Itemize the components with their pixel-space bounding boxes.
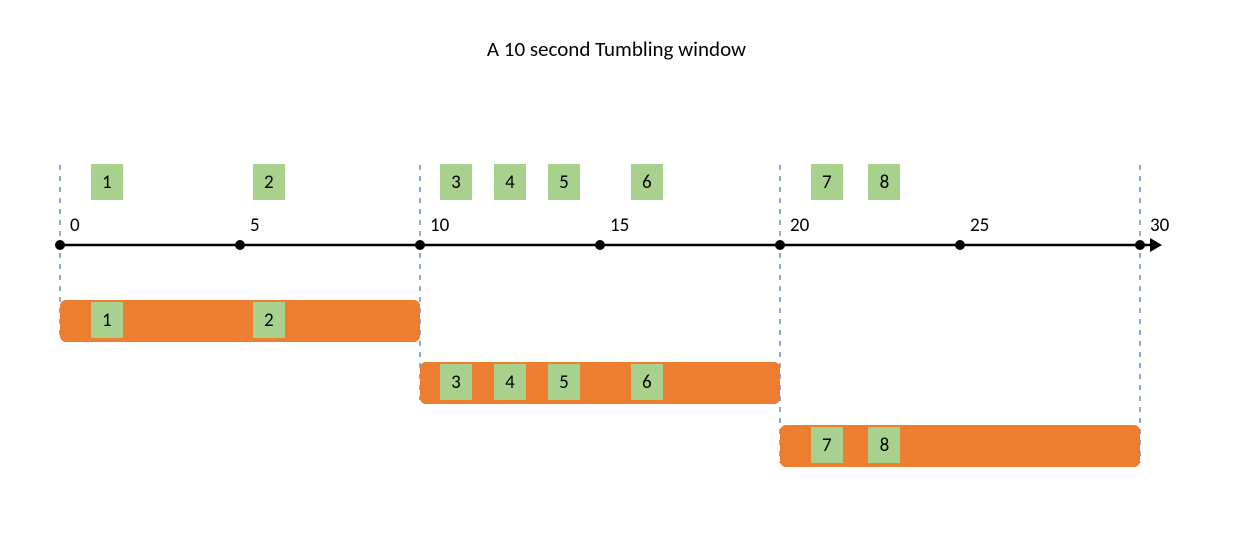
axis-tick-label: 10 — [430, 214, 449, 237]
axis-tick-label: 30 — [1150, 214, 1169, 237]
window-event-marker: 8 — [868, 427, 900, 463]
axis-tick-label: 5 — [250, 214, 260, 237]
timeline-event: 4 — [494, 164, 526, 200]
diagram-stage: A 10 second Tumbling window0510152025301… — [0, 0, 1233, 550]
window-event-marker: 6 — [631, 364, 663, 400]
window-event-marker: 4 — [494, 364, 526, 400]
tumbling-window-bar — [420, 362, 780, 404]
timeline-event: 5 — [548, 164, 580, 200]
timeline-event: 8 — [868, 164, 900, 200]
window-event-marker: 5 — [548, 364, 580, 400]
axis-tick-label: 15 — [610, 214, 629, 237]
timeline-event: 3 — [440, 164, 472, 200]
axis-tick-label: 20 — [790, 214, 809, 237]
html-layer: A 10 second Tumbling window0510152025301… — [0, 0, 1233, 550]
window-event-marker: 1 — [91, 302, 123, 338]
window-event-marker: 2 — [253, 302, 285, 338]
timeline-event: 7 — [811, 164, 843, 200]
axis-tick-label: 0 — [70, 214, 80, 237]
diagram-title: A 10 second Tumbling window — [0, 36, 1233, 62]
timeline-event: 2 — [253, 164, 285, 200]
timeline-event: 1 — [91, 164, 123, 200]
axis-tick-label: 25 — [970, 214, 989, 237]
window-event-marker: 7 — [811, 427, 843, 463]
window-event-marker: 3 — [440, 364, 472, 400]
timeline-event: 6 — [631, 164, 663, 200]
